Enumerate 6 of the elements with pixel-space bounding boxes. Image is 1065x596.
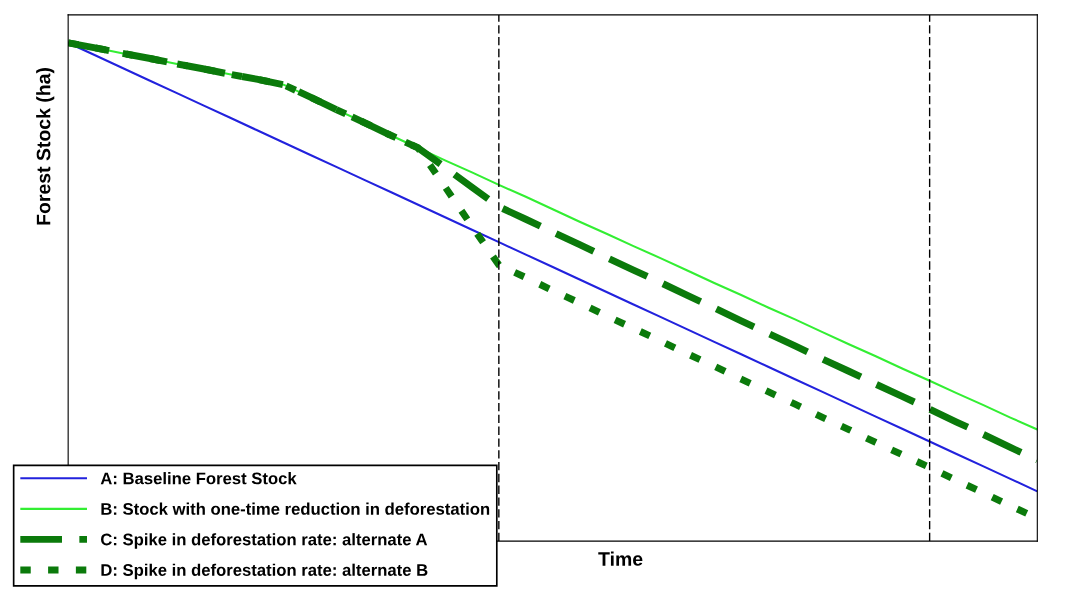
legend-label: C: Spike in deforestation rate: alternate A bbox=[101, 533, 428, 549]
legend-label: A: Baseline Forest Stock bbox=[100, 472, 297, 485]
y-axis-title: Forest Stock (ha) bbox=[36, 68, 55, 225]
legend-label: D: Spike in deforestation rate: alternate B bbox=[101, 563, 428, 580]
legend-label: B: Stock with one-time reduction in deforestation bbox=[101, 502, 490, 515]
x-axis-title: Time bbox=[598, 551, 643, 566]
